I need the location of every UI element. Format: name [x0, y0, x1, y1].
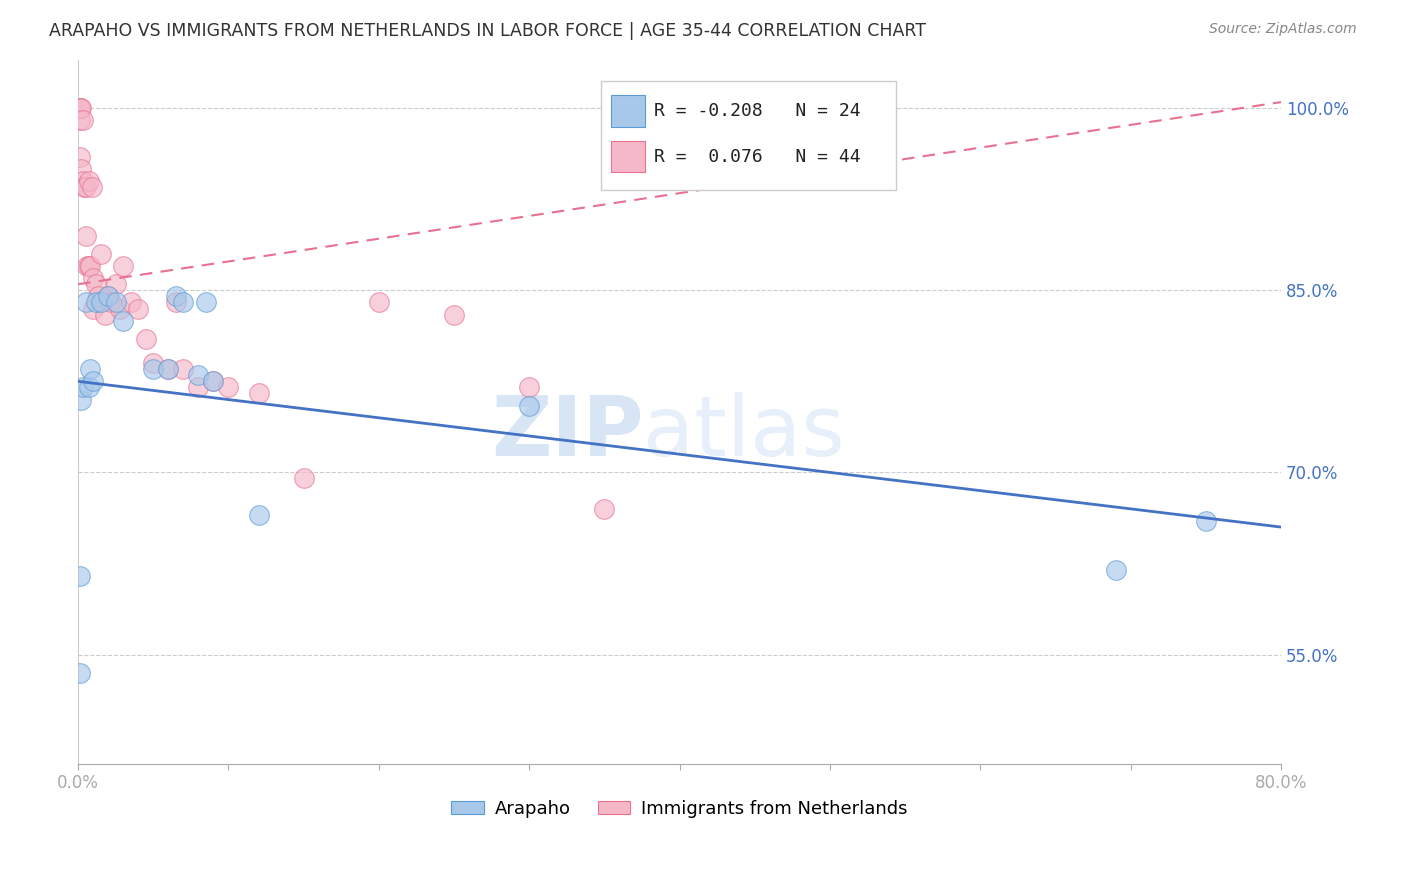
Point: [142, 362, 165, 376]
Point: [97, 289, 120, 303]
Point: [135, 332, 157, 346]
Point: [120, 295, 142, 310]
Point: [443, 308, 465, 322]
Point: [112, 259, 135, 273]
Point: [84, 277, 107, 292]
Text: ARAPAHO VS IMMIGRANTS FROM NETHERLANDS IN LABOR FORCE | AGE 35-44 CORRELATION CH: ARAPAHO VS IMMIGRANTS FROM NETHERLANDS I…: [49, 22, 927, 40]
Point: [292, 471, 315, 485]
Text: atlas: atlas: [644, 392, 845, 474]
Point: [69, 101, 91, 115]
Point: [172, 295, 194, 310]
Point: [202, 375, 225, 389]
Point: [247, 386, 270, 401]
Point: [247, 508, 270, 522]
Point: [517, 399, 540, 413]
Point: [72, 113, 94, 128]
Point: [69, 150, 91, 164]
Point: [217, 380, 239, 394]
Point: [70, 161, 93, 176]
Point: [84, 295, 107, 310]
FancyBboxPatch shape: [612, 95, 645, 127]
Point: [80, 180, 103, 194]
Point: [157, 362, 180, 376]
Point: [90, 295, 112, 310]
Point: [77, 259, 100, 273]
Point: [69, 568, 91, 582]
Point: [75, 295, 97, 310]
Point: [165, 295, 187, 310]
Point: [82, 375, 104, 389]
Point: [75, 180, 97, 194]
Point: [157, 362, 180, 376]
Point: [77, 174, 100, 188]
Point: [86, 289, 108, 303]
Point: [112, 313, 135, 327]
Point: [73, 180, 96, 194]
FancyBboxPatch shape: [602, 81, 896, 190]
Point: [517, 380, 540, 394]
Point: [127, 301, 149, 316]
Text: ZIP: ZIP: [491, 392, 644, 474]
Point: [82, 271, 104, 285]
Point: [69, 113, 91, 128]
FancyBboxPatch shape: [612, 141, 645, 172]
Text: R =  0.076   N = 44: R = 0.076 N = 44: [654, 148, 860, 166]
Point: [142, 356, 165, 370]
Point: [1195, 514, 1218, 528]
Point: [100, 295, 122, 310]
Point: [75, 228, 97, 243]
Point: [77, 380, 100, 394]
Point: [72, 380, 94, 394]
Point: [202, 375, 225, 389]
Point: [76, 259, 98, 273]
Point: [69, 101, 91, 115]
Point: [165, 289, 187, 303]
Point: [90, 247, 112, 261]
Point: [110, 301, 132, 316]
Point: [104, 295, 127, 310]
Point: [79, 362, 101, 376]
Point: [187, 368, 209, 383]
Point: [104, 277, 127, 292]
Point: [593, 501, 616, 516]
Point: [69, 665, 91, 680]
Point: [70, 392, 93, 407]
Point: [82, 301, 104, 316]
Legend: Arapaho, Immigrants from Netherlands: Arapaho, Immigrants from Netherlands: [444, 793, 915, 825]
Point: [97, 289, 120, 303]
Point: [187, 380, 209, 394]
Point: [70, 101, 93, 115]
Point: [72, 174, 94, 188]
Text: R = -0.208   N = 24: R = -0.208 N = 24: [654, 102, 860, 120]
Text: Source: ZipAtlas.com: Source: ZipAtlas.com: [1209, 22, 1357, 37]
Point: [1104, 563, 1126, 577]
Point: [367, 295, 389, 310]
Point: [172, 362, 194, 376]
Point: [94, 308, 117, 322]
Point: [194, 295, 217, 310]
Point: [79, 259, 101, 273]
Point: [69, 101, 91, 115]
